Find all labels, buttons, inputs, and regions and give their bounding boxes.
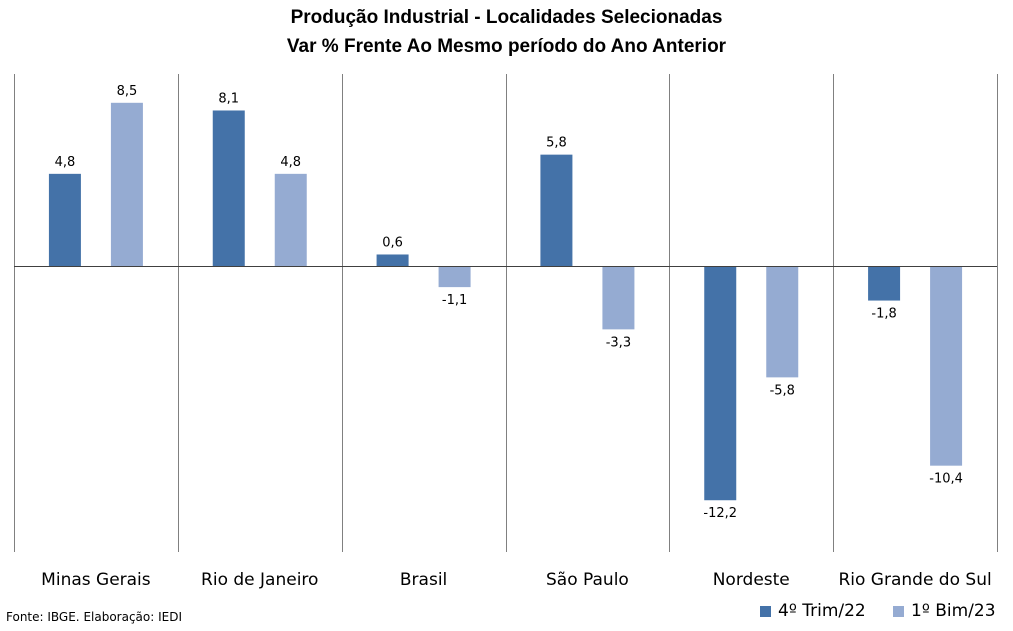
legend-item-1-bim-23: 1º Bim/23 [893, 601, 996, 621]
data-label: -5,8 [770, 383, 795, 398]
bar [602, 266, 635, 330]
category-label: Rio de Janeiro [201, 570, 318, 590]
chart-title: Produção Industrial - Localidades Seleci… [290, 7, 723, 28]
legend-item-4-trim-22: 4º Trim/22 [760, 601, 866, 621]
data-label: -1,1 [442, 293, 467, 308]
bar-chart: 4,8 8,1 0,6 5,8 -12,2 -1,8 8,5 4,8 -1,1 -3,3 -5,8 -… [14, 74, 998, 590]
data-label: 8,5 [117, 84, 138, 99]
legend-swatch-1-bim-23 [893, 605, 904, 617]
legend-label-4-trim-22: 4º Trim/22 [778, 601, 866, 621]
category-label: São Paulo [546, 570, 629, 590]
bar [376, 254, 409, 266]
chart-subtitle: Var % Frente Ao Mesmo período do Ano Ant… [286, 36, 727, 57]
bar [704, 266, 737, 501]
bar [540, 154, 573, 266]
data-label: -3,3 [606, 335, 631, 350]
legend-label-1-bim-23: 1º Bim/23 [911, 601, 996, 621]
category-label: Minas Gerais [41, 570, 151, 590]
bar [110, 102, 143, 266]
bar [766, 266, 799, 378]
data-label: -12,2 [703, 506, 737, 521]
source-note: Fonte: IBGE. Elaboração: IEDI [6, 610, 183, 624]
bar [48, 173, 81, 266]
bar [868, 266, 901, 301]
bar [930, 266, 963, 466]
data-label: -1,8 [871, 307, 896, 322]
data-label: 4,8 [55, 155, 76, 170]
legend-swatch-4-trim-22 [760, 605, 771, 617]
bar [438, 266, 471, 288]
category-label: Brasil [400, 570, 447, 590]
data-label: 0,6 [382, 235, 403, 250]
data-label: 8,1 [218, 91, 239, 106]
data-label: 4,8 [280, 155, 301, 170]
data-label: 5,8 [546, 136, 567, 151]
bar [274, 173, 307, 266]
bar [212, 110, 245, 266]
category-label: Rio Grande do Sul [838, 570, 991, 590]
category-label: Nordeste [713, 570, 790, 590]
data-label: -10,4 [929, 472, 963, 487]
